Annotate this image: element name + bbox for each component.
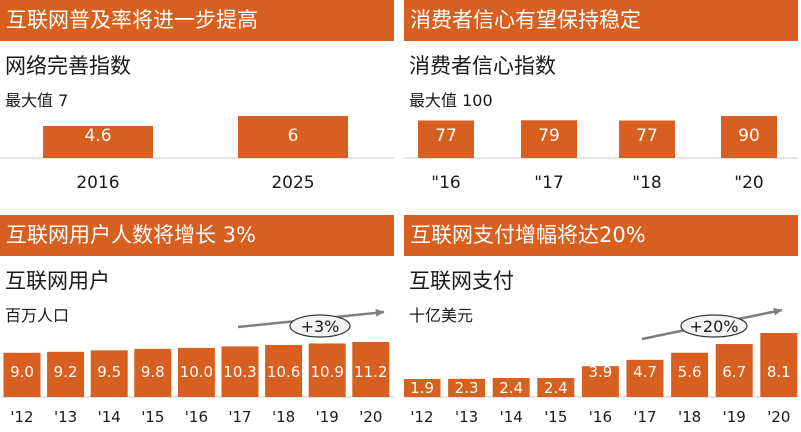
bar <box>418 120 474 158</box>
bar <box>626 359 664 397</box>
chart-unit: 百万人口 <box>5 306 70 325</box>
bar <box>721 116 777 158</box>
growth-badge <box>680 314 748 338</box>
growth-label: +3% <box>301 317 340 336</box>
data-label: 10.9 <box>310 363 343 381</box>
chart-unit: 最大值 100 <box>409 91 493 110</box>
arrow-head <box>375 308 384 317</box>
growth-badge <box>289 314 351 338</box>
chart-title: 网络完善指数 <box>5 54 131 78</box>
data-label: 4.7 <box>633 363 657 381</box>
bar <box>537 378 575 397</box>
bar <box>581 366 619 397</box>
data-label: 10.0 <box>180 363 213 381</box>
tick-label: '19 <box>723 408 746 426</box>
data-label: 77 <box>636 126 658 146</box>
panel-internet-penetration: 互联网普及率将进一步提高 网络完善指数 最大值 7 4.6 2016 6 2025 <box>0 0 394 213</box>
bar <box>760 333 798 397</box>
data-label: 6.7 <box>722 363 746 381</box>
growth-label: +20% <box>690 317 739 336</box>
bar <box>521 120 577 158</box>
bar <box>619 120 675 158</box>
tick-label: '15 <box>141 408 164 426</box>
chart-plot: 77 "16 79 "17 77 "18 90 "20 <box>404 116 798 193</box>
bar <box>265 344 303 397</box>
tick-label: '16 <box>589 408 612 426</box>
bar <box>90 350 128 397</box>
bar <box>715 344 753 397</box>
data-label: 6 <box>288 126 299 146</box>
chart-plot: 9.0 '12 9.2 '13 9.5 '14 9.8 '15 10.0 '16 10.3 '17 10… <box>0 308 394 426</box>
tick-label: '20 <box>359 408 382 426</box>
bar <box>308 343 346 397</box>
data-label: 90 <box>738 126 760 146</box>
panel-banner: 消费者信心有望保持稳定 <box>404 0 798 41</box>
bar <box>177 347 215 397</box>
panel-consumer-confidence: 消费者信心有望保持稳定 消费者信心指数 最大值 100 77 "16 79 "17 77… <box>404 0 798 213</box>
chart-title: 消费者信心指数 <box>409 54 556 78</box>
data-label: 10.3 <box>223 363 256 381</box>
bar <box>352 342 390 397</box>
data-label: 9.0 <box>10 363 34 381</box>
chart-unit: 十亿美元 <box>409 306 474 325</box>
data-label: 1.9 <box>410 379 434 397</box>
tick-label: '12 <box>10 408 33 426</box>
tick-label: "16 <box>431 173 460 193</box>
data-label: 4.6 <box>84 126 111 146</box>
bar <box>3 352 41 397</box>
panel-internet-payments: 互联网支付增幅将达20% 互联网支付 十亿美元 1.9 '12 2.3 '13 2.4 '… <box>404 215 798 428</box>
panel-banner: 互联网普及率将进一步提高 <box>0 0 394 41</box>
chart-plot: 1.9 '12 2.3 '13 2.4 '14 2.4 '15 3.9 '16 4.7 '17 5.6 '… <box>404 307 798 426</box>
bar <box>448 378 486 397</box>
tick-label: '14 <box>98 408 121 426</box>
chart-plot: 4.6 2016 6 2025 <box>0 116 394 193</box>
chart-title: 互联网支付 <box>409 269 514 293</box>
tick-label: "18 <box>632 173 661 193</box>
data-label: 77 <box>435 126 457 146</box>
data-label: 8.1 <box>767 363 791 381</box>
bar <box>404 379 441 397</box>
data-label: 3.9 <box>588 363 612 381</box>
tick-label: '13 <box>54 408 77 426</box>
data-label: 2.4 <box>544 379 568 397</box>
panel-banner: 互联网用户人数将增长 3% <box>0 215 394 256</box>
tick-label: 2016 <box>76 173 119 193</box>
chart-unit: 最大值 7 <box>5 91 69 110</box>
chart-title: 互联网用户 <box>5 269 110 293</box>
data-label: 5.6 <box>678 363 702 381</box>
tick-label: "20 <box>734 173 763 193</box>
data-label: 2.4 <box>499 379 523 397</box>
tick-label: '13 <box>455 408 478 426</box>
tick-label: '16 <box>185 408 208 426</box>
bar <box>238 116 348 158</box>
panel-internet-users: 互联网用户人数将增长 3% 互联网用户 百万人口 9.0 '12 9.2 '13 9.5… <box>0 215 394 428</box>
bar <box>43 126 153 158</box>
bar <box>134 348 172 397</box>
tick-label: '18 <box>678 408 701 426</box>
data-label: 10.6 <box>267 363 300 381</box>
bar <box>671 352 709 397</box>
data-label: 2.3 <box>455 379 479 397</box>
tick-label: '17 <box>633 408 656 426</box>
bar <box>492 378 530 397</box>
tick-label: '14 <box>500 408 523 426</box>
data-label: 79 <box>538 126 560 146</box>
arrow-head <box>773 307 782 316</box>
tick-label: '18 <box>272 408 295 426</box>
tick-label: 2025 <box>271 173 314 193</box>
panel-banner: 互联网支付增幅将达20% <box>404 215 798 256</box>
data-label: 9.8 <box>141 363 165 381</box>
data-label: 11.2 <box>354 363 387 381</box>
tick-label: '20 <box>767 408 790 426</box>
data-label: 9.2 <box>54 363 78 381</box>
tick-label: '19 <box>316 408 339 426</box>
data-label: 9.5 <box>97 363 121 381</box>
bar <box>47 351 85 397</box>
bar <box>221 346 259 397</box>
tick-label: "17 <box>534 173 563 193</box>
tick-label: '12 <box>410 408 433 426</box>
tick-label: '17 <box>228 408 251 426</box>
tick-label: '15 <box>544 408 567 426</box>
